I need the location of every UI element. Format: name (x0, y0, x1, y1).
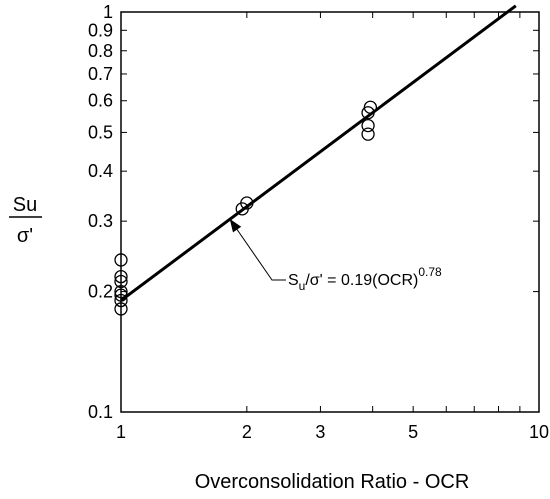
equation-subscript: u (299, 279, 306, 293)
y-tick-label: 0.1 (88, 402, 113, 422)
data-point (114, 269, 128, 284)
data-point (114, 288, 128, 302)
ticks (120, 11, 540, 413)
x-tick-label: 10 (529, 422, 549, 442)
data-point (361, 118, 375, 133)
y-tick-label: 0.8 (88, 41, 113, 61)
data-point (114, 253, 128, 267)
equation-middle: /σ' = 0.19(OCR) (305, 272, 418, 289)
y-tick-label: 0.7 (88, 64, 113, 84)
y-tick-label: 0.2 (88, 282, 113, 302)
data-point (114, 302, 128, 316)
data-point (114, 293, 128, 308)
y-tick-label: 0.4 (88, 161, 113, 181)
x-tick-label: 5 (408, 422, 418, 442)
data-point (361, 127, 375, 141)
fit-line (120, 4, 517, 302)
data-point (114, 274, 128, 289)
y-tick-label: 0.3 (88, 211, 113, 231)
x-axis-title: Overconsolidation Ratio - OCR (195, 471, 470, 493)
fit-equation-annotation: Su/σ' = 0.19(OCR)0.78 (288, 265, 442, 293)
x-tick-label: 1 (116, 422, 126, 442)
data-point (240, 196, 254, 210)
data-point (114, 284, 128, 299)
annotation-arrowhead (229, 218, 242, 233)
y-tick-label: 0.5 (88, 122, 113, 142)
data-points (114, 100, 378, 316)
y-tick-label: 0.9 (88, 20, 113, 40)
y-axis-title-numerator: Su (13, 194, 37, 216)
equation-prefix: S (288, 272, 299, 289)
y-tick-label: 0.6 (88, 91, 113, 111)
y-axis-title-denominator: σ' (17, 225, 33, 247)
annotation-leader (229, 218, 286, 281)
plot-frame (120, 11, 540, 413)
tick-labels: 1 2 3 5 100.10.20.30.40.50.60.70.80.91 (88, 2, 549, 442)
equation-superscript: 0.78 (418, 265, 442, 279)
x-tick-label: 2 (242, 422, 252, 442)
data-point (361, 106, 375, 120)
x-tick-label: 3 (315, 422, 325, 442)
y-tick-label: 1 (103, 2, 113, 22)
